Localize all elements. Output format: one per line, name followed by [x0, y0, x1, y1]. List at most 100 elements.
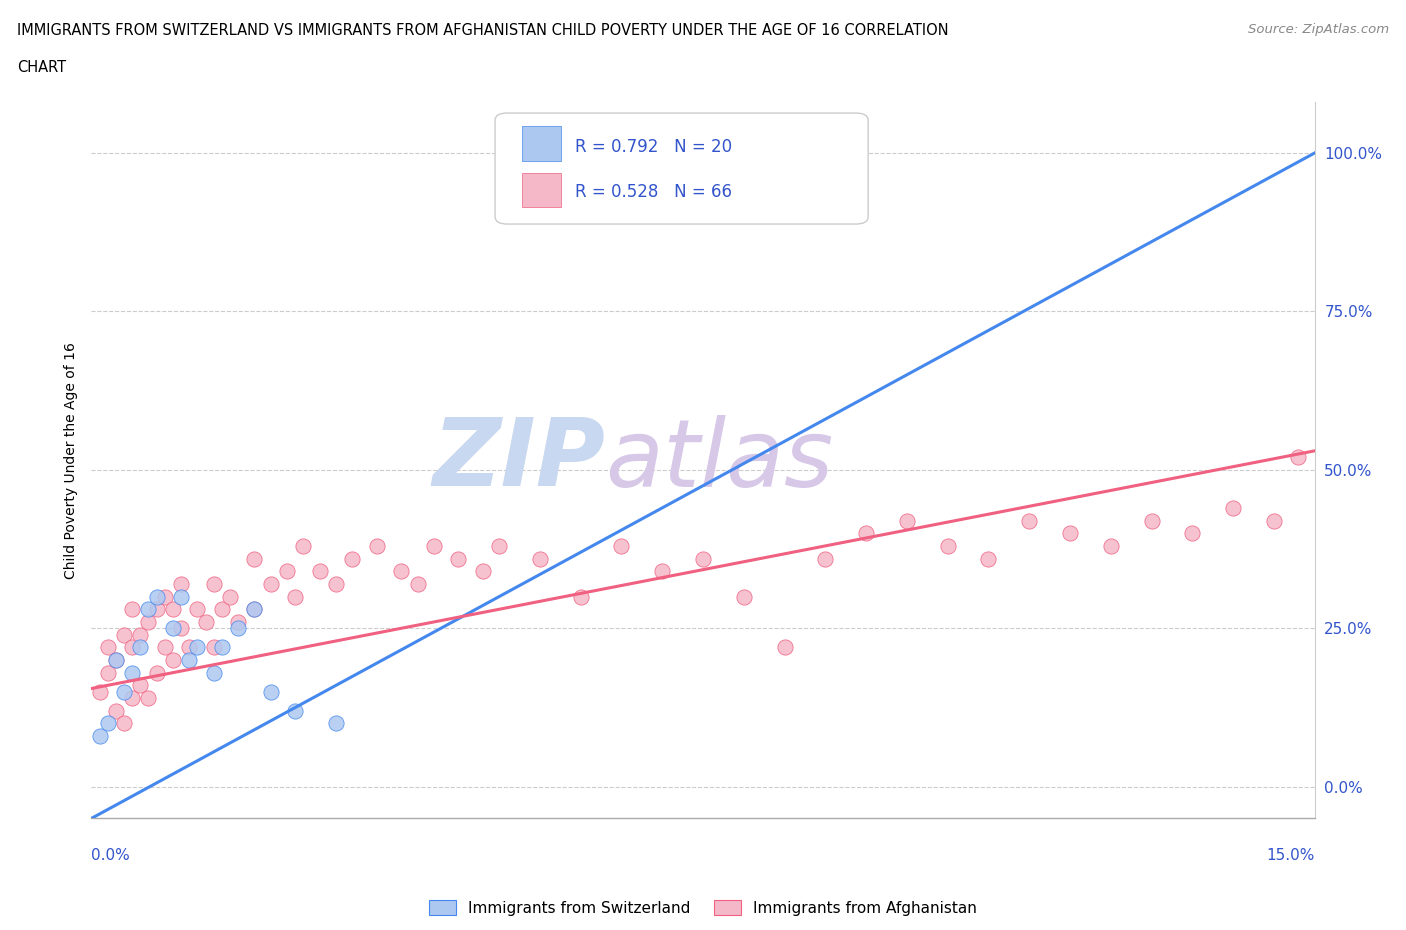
Point — [202, 577, 225, 591]
Point — [276, 564, 298, 578]
Point — [186, 640, 208, 655]
Point — [1222, 500, 1244, 515]
Point — [325, 716, 347, 731]
Point — [488, 538, 510, 553]
Point — [179, 640, 201, 655]
Point — [97, 716, 120, 731]
Point — [162, 653, 184, 668]
Point — [121, 665, 143, 680]
Point — [366, 538, 388, 553]
Text: R = 0.528   N = 66: R = 0.528 N = 66 — [575, 182, 731, 201]
Point — [162, 602, 184, 617]
Point — [97, 665, 120, 680]
Point — [226, 615, 249, 630]
Text: CHART: CHART — [17, 60, 66, 75]
Point — [243, 551, 266, 566]
Text: atlas: atlas — [605, 415, 834, 506]
Point — [153, 640, 176, 655]
Point — [773, 640, 796, 655]
Text: R = 0.792   N = 20: R = 0.792 N = 20 — [575, 139, 731, 156]
Point — [202, 665, 225, 680]
Point — [153, 590, 176, 604]
Point — [129, 627, 152, 642]
Point — [936, 538, 959, 553]
Point — [1099, 538, 1122, 553]
Point — [145, 602, 167, 617]
Point — [896, 513, 918, 528]
Text: Source: ZipAtlas.com: Source: ZipAtlas.com — [1249, 23, 1389, 36]
Point — [1140, 513, 1163, 528]
Point — [284, 590, 307, 604]
Point — [194, 615, 217, 630]
Point — [129, 678, 152, 693]
Point — [162, 621, 184, 636]
Point — [211, 602, 233, 617]
Point — [342, 551, 364, 566]
Point — [186, 602, 208, 617]
Point — [814, 551, 837, 566]
FancyBboxPatch shape — [522, 126, 561, 161]
Point — [569, 590, 592, 604]
Point — [89, 728, 111, 743]
Point — [389, 564, 412, 578]
Point — [138, 691, 160, 706]
Point — [977, 551, 1000, 566]
Point — [121, 640, 143, 655]
Point — [138, 615, 160, 630]
Point — [170, 577, 193, 591]
Point — [406, 577, 429, 591]
Point — [104, 703, 127, 718]
Point — [284, 703, 307, 718]
Text: 15.0%: 15.0% — [1267, 848, 1315, 863]
Point — [610, 146, 633, 161]
Point — [1181, 525, 1204, 540]
Point — [112, 627, 135, 642]
Text: 0.0%: 0.0% — [91, 848, 131, 863]
Point — [138, 602, 160, 617]
Point — [447, 551, 470, 566]
Point — [471, 564, 494, 578]
Point — [610, 538, 633, 553]
Point — [651, 564, 673, 578]
Y-axis label: Child Poverty Under the Age of 16: Child Poverty Under the Age of 16 — [63, 342, 77, 578]
Point — [202, 640, 225, 655]
Point — [243, 602, 266, 617]
Point — [292, 538, 315, 553]
Point — [423, 538, 446, 553]
Point — [325, 577, 347, 591]
Point — [97, 640, 120, 655]
Point — [129, 640, 152, 655]
Point — [170, 590, 193, 604]
FancyBboxPatch shape — [522, 173, 561, 207]
Point — [104, 653, 127, 668]
Point — [121, 602, 143, 617]
Point — [260, 577, 283, 591]
Text: IMMIGRANTS FROM SWITZERLAND VS IMMIGRANTS FROM AFGHANISTAN CHILD POVERTY UNDER T: IMMIGRANTS FROM SWITZERLAND VS IMMIGRANT… — [17, 23, 949, 38]
Point — [243, 602, 266, 617]
Point — [121, 691, 143, 706]
Point — [260, 684, 283, 699]
Point — [733, 590, 755, 604]
Point — [529, 551, 551, 566]
Text: ZIP: ZIP — [432, 415, 605, 506]
Point — [112, 684, 135, 699]
Point — [145, 590, 167, 604]
Point — [226, 621, 249, 636]
Point — [145, 665, 167, 680]
Point — [219, 590, 242, 604]
Point — [211, 640, 233, 655]
Point — [1018, 513, 1040, 528]
Point — [112, 716, 135, 731]
Legend: Immigrants from Switzerland, Immigrants from Afghanistan: Immigrants from Switzerland, Immigrants … — [423, 894, 983, 922]
Point — [692, 551, 714, 566]
Point — [1286, 450, 1309, 465]
Point — [179, 653, 201, 668]
FancyBboxPatch shape — [495, 113, 868, 224]
Point — [170, 621, 193, 636]
Point — [104, 653, 127, 668]
Point — [308, 564, 330, 578]
Point — [89, 684, 111, 699]
Point — [855, 525, 877, 540]
Point — [1059, 525, 1081, 540]
Point — [1263, 513, 1285, 528]
